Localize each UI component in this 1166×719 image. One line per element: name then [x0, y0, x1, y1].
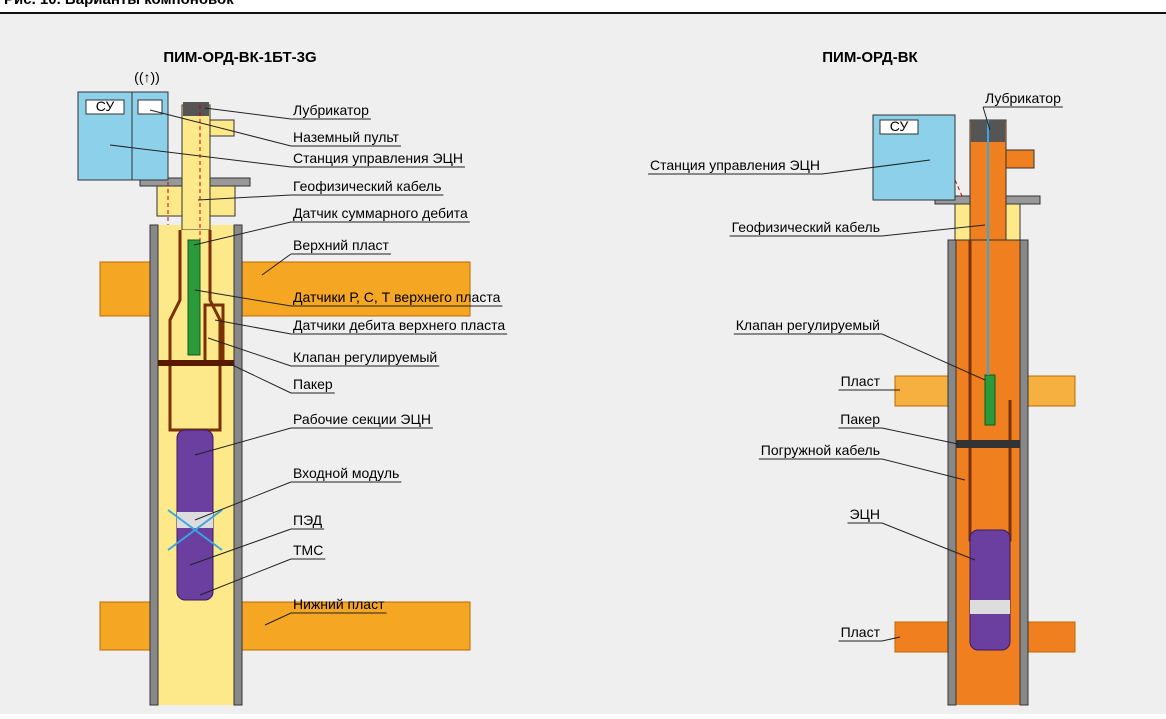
callout-label: Рабочие секции ЭЦН	[293, 411, 431, 427]
header-title: Рис. 10. Варианты компоновок	[4, 0, 234, 8]
diagram: Рис. 10. Варианты компоновок ПИМ-ОРД-ВК-…	[0, 0, 1166, 714]
callout-label: Пакер	[293, 376, 333, 392]
callout-label: ЭЦН	[849, 506, 880, 522]
callout-label: Наземный пульт	[293, 129, 400, 145]
callout-label: Нижний пласт	[293, 596, 385, 612]
callout-label: Входной модуль	[293, 465, 399, 481]
callout-label: Пласт	[841, 624, 881, 640]
callout-label: Пласт	[841, 373, 881, 389]
callout-label: Станция управления ЭЦН	[293, 150, 463, 166]
right-title: ПИМ-ОРД-ВК	[822, 49, 918, 66]
su-label: СУ	[96, 98, 115, 114]
callout-label: Клапан регулируемый	[736, 317, 880, 333]
su-label: СУ	[890, 118, 909, 134]
left-title: ПИМ-ОРД-ВК-1БТ-3G	[163, 49, 316, 66]
callout-label: Станция управления ЭЦН	[650, 157, 820, 173]
callout-label: Пакер	[840, 411, 880, 427]
callout-label: ТМС	[293, 542, 323, 558]
callout-label: Геофизический кабель	[293, 178, 441, 194]
callout-label: ПЭД	[293, 512, 323, 528]
right-su: СУ	[873, 115, 955, 200]
callout-label: Датчики Р, С, Т верхнего пласта	[293, 289, 501, 305]
callout-label: Геофизический кабель	[732, 219, 880, 235]
antenna-icon: ((↑))	[134, 69, 160, 85]
callout-label: Датчики дебита верхнего пласта	[293, 317, 505, 333]
callout-label: Лубрикатор	[985, 90, 1061, 106]
callout-label: Верхний пласт	[293, 237, 390, 253]
callout-label: Лубрикатор	[293, 102, 369, 118]
callout-label: Клапан регулируемый	[293, 349, 437, 365]
callout-label: Погружной кабель	[761, 442, 880, 458]
callout-label: Датчик суммарного дебита	[293, 205, 468, 221]
